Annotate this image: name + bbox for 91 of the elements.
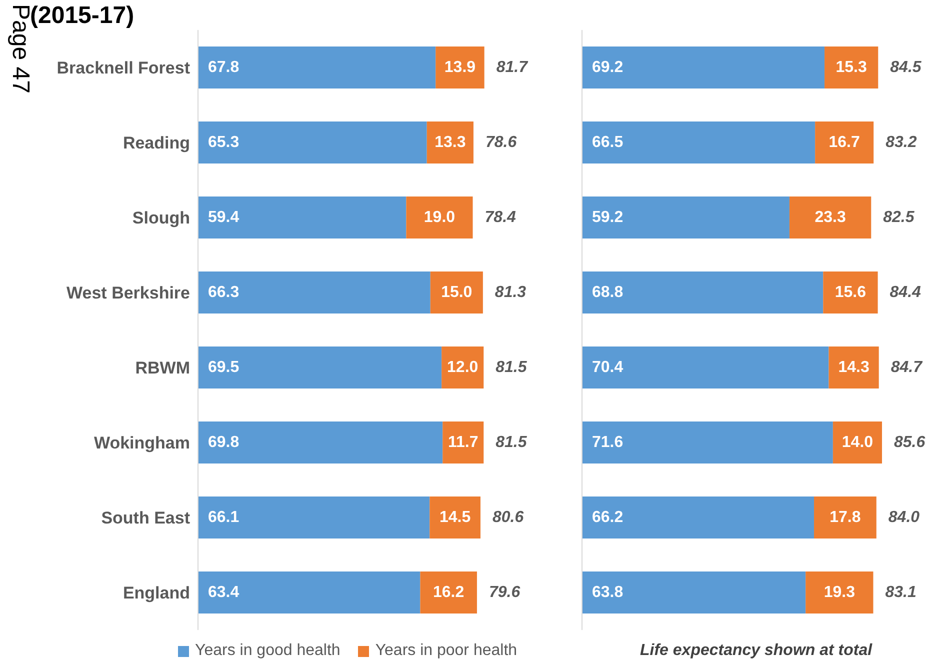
total-label: 81.3 [494, 284, 526, 301]
y-tick-label: Wokingham [94, 434, 190, 453]
bar [582, 346, 829, 388]
data-label: 71.6 [592, 434, 624, 451]
bar [198, 272, 430, 314]
bar [815, 122, 874, 164]
data-label: 69.2 [592, 59, 624, 76]
total-label: 78.4 [484, 209, 516, 226]
bar [582, 196, 790, 238]
data-label: 19.3 [824, 584, 856, 601]
bar [430, 272, 483, 314]
total-label: 78.6 [485, 134, 517, 151]
bar [430, 496, 480, 538]
data-label: 65.3 [208, 134, 240, 151]
data-label: 69.8 [208, 434, 240, 451]
data-label: 19.0 [424, 209, 456, 226]
data-label: 14.3 [838, 359, 870, 376]
bar [198, 46, 436, 88]
bar [832, 422, 882, 464]
data-label: 11.7 [448, 434, 478, 451]
bar [582, 572, 806, 614]
data-label: 12.0 [447, 359, 478, 376]
data-label: 17.8 [830, 509, 861, 526]
y-tick-label: Reading [122, 134, 190, 153]
y-tick-label: Bracknell Forest [56, 58, 190, 78]
bar [828, 346, 879, 388]
data-label: 66.1 [208, 509, 240, 526]
total-label: 80.6 [492, 509, 524, 526]
bar [814, 496, 876, 538]
bar [582, 272, 824, 314]
total-label: 84.0 [888, 509, 920, 526]
total-label: 79.6 [488, 584, 520, 601]
data-label: 15.3 [836, 59, 868, 76]
text: Life expectancy shown at total [640, 642, 872, 660]
data-label: 68.8 [592, 284, 624, 301]
data-label: 14.5 [439, 509, 471, 526]
total-label: 81.5 [496, 359, 528, 376]
y-tick-label: RBWM [135, 358, 190, 378]
data-label: 15.6 [834, 284, 866, 301]
bar [806, 572, 874, 614]
total-label: 81.7 [496, 59, 529, 76]
total-label: 84.7 [890, 359, 924, 376]
total-label: 81.5 [496, 434, 528, 451]
data-label: 14.0 [842, 434, 874, 451]
total-label: 84.4 [890, 284, 922, 301]
data-label: 13.9 [444, 59, 476, 76]
bar [442, 422, 484, 464]
data-label: 66.3 [208, 284, 240, 301]
bar [582, 496, 814, 538]
bar [426, 122, 474, 164]
total-label: 83.2 [886, 134, 917, 151]
data-label: 15.0 [441, 284, 472, 301]
data-label: 59.4 [208, 209, 240, 226]
y-tick-label: England [122, 584, 190, 603]
data-label: 66.5 [592, 134, 624, 151]
y-tick-label: South East [101, 508, 190, 528]
legend-label: Years in good health [195, 642, 340, 660]
y-tick-label: West Berkshire [66, 284, 190, 303]
data-label: 23.3 [814, 209, 846, 226]
data-label: 63.8 [592, 584, 624, 601]
bar [406, 196, 473, 238]
bar [420, 572, 477, 614]
data-label: 59.2 [592, 209, 624, 226]
bar [582, 46, 825, 88]
total-label: 84.5 [890, 59, 922, 76]
bar [198, 496, 430, 538]
data-label: 66.2 [592, 509, 624, 526]
data-label: 67.8 [208, 59, 240, 76]
bar [582, 422, 833, 464]
bar [582, 122, 816, 164]
bar [436, 46, 484, 88]
bar [442, 346, 484, 388]
total-label: 82.5 [883, 209, 916, 226]
bar [198, 122, 427, 164]
data-label: 13.3 [434, 134, 466, 151]
data-label: 16.2 [433, 584, 464, 601]
bar [198, 572, 420, 614]
total-label: 83.1 [885, 584, 916, 601]
bar [823, 272, 878, 314]
bar [789, 196, 872, 238]
total-label: 85.6 [894, 434, 926, 451]
bar [198, 196, 406, 238]
bar [198, 346, 442, 388]
y-tick-label: Slough [132, 208, 190, 228]
data-label: 70.4 [592, 359, 624, 376]
data-label: 69.5 [208, 359, 240, 376]
legend-label: Years in poor health [375, 642, 518, 660]
data-label: 16.7 [828, 134, 860, 151]
data-label: 63.4 [208, 584, 240, 601]
bar [824, 46, 878, 88]
bar [198, 422, 443, 464]
